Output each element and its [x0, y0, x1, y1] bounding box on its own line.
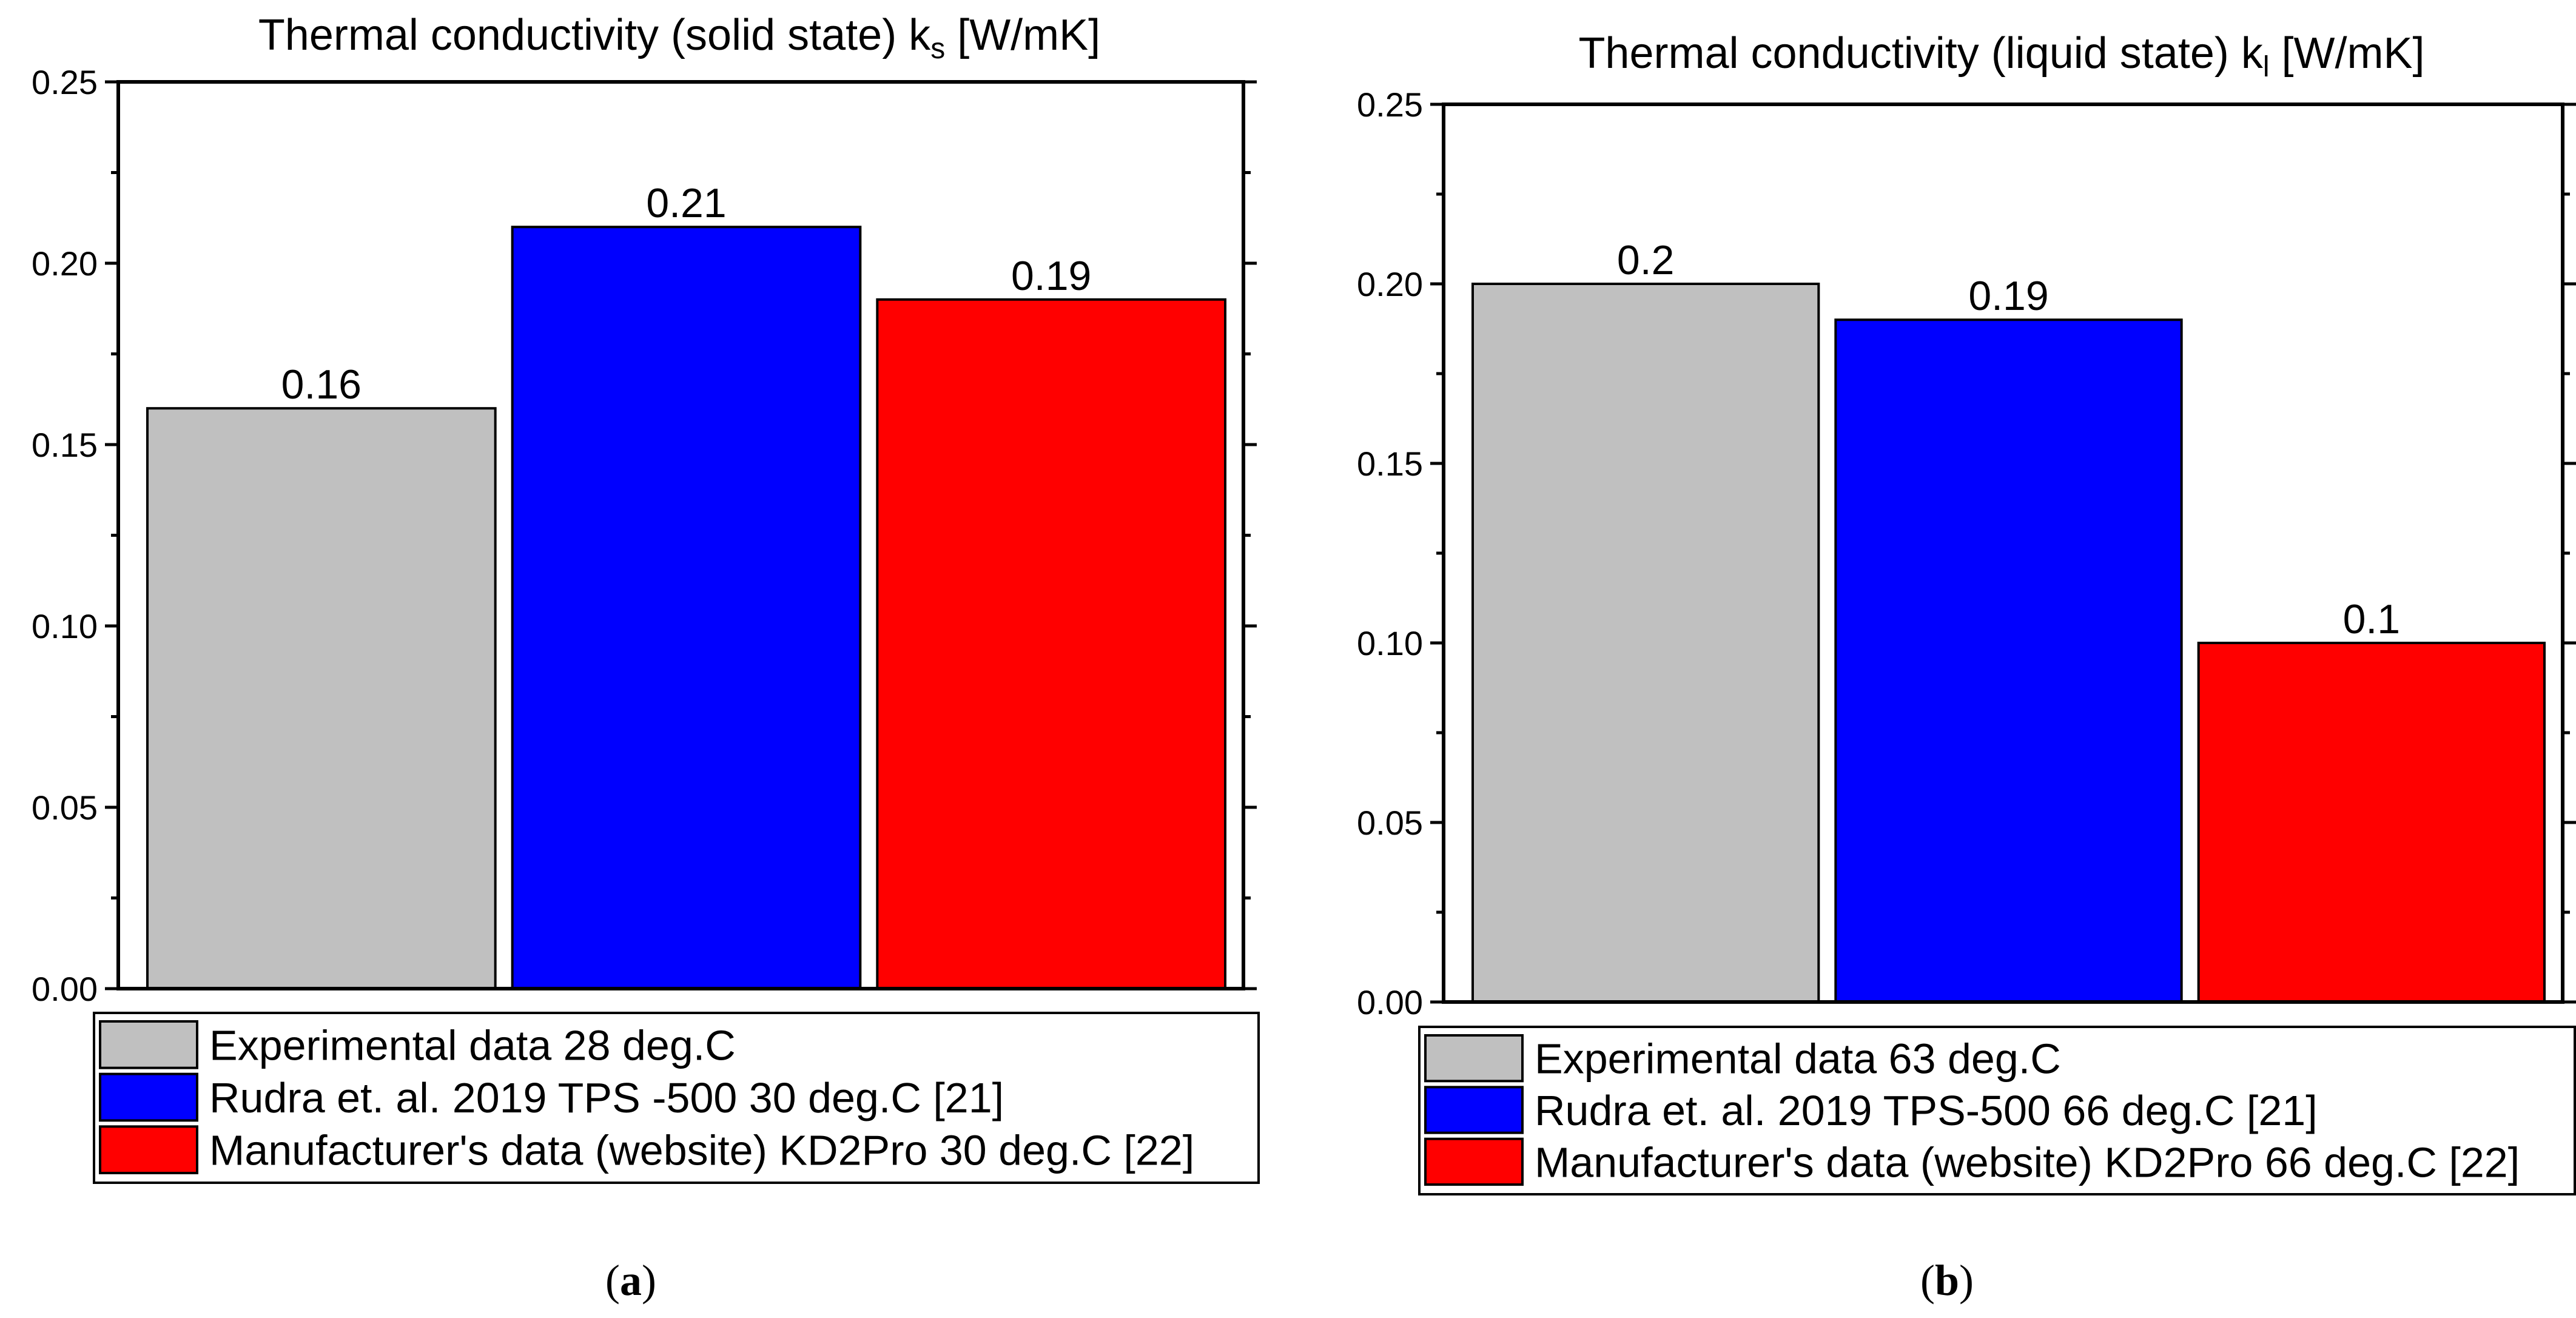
- y-tick-label: 0.05: [32, 788, 98, 827]
- y-tick-label: 0.10: [32, 607, 98, 645]
- legend-swatch-3: [1424, 1137, 1524, 1186]
- legend-box: [93, 1012, 1260, 1184]
- y-tick-label: 0.00: [1357, 983, 1423, 1021]
- data-label-1: 0.16: [281, 361, 362, 408]
- legend-swatch-2: [1424, 1086, 1524, 1134]
- bar-3: [2197, 642, 2546, 1003]
- data-label-3: 0.1: [2343, 596, 2401, 642]
- legend-label-3: Manufacturer's data (website) KD2Pro 30 …: [209, 1127, 1194, 1174]
- data-label-2: 0.21: [646, 180, 726, 226]
- chart-panel-a: Thermal conductivity (solid state) ks [W…: [32, 11, 1260, 1305]
- bar-2: [511, 226, 862, 990]
- bar-3: [876, 298, 1227, 990]
- y-tick-label: 0.05: [1357, 804, 1423, 842]
- chart-title: Thermal conductivity (liquid state) kl […: [1578, 29, 2424, 83]
- bar-1: [1471, 283, 1820, 1003]
- legend-label-2: Rudra et. al. 2019 TPS-500 66 deg.C [21]: [1535, 1087, 2318, 1134]
- y-tick-label: 0.25: [1357, 86, 1423, 124]
- legend-box: [1418, 1026, 2576, 1195]
- chart-title: Thermal conductivity (solid state) ks [W…: [258, 11, 1100, 65]
- data-label-1: 0.2: [1617, 237, 1675, 283]
- y-tick-label: 0.10: [1357, 624, 1423, 662]
- y-tick-label: 0.15: [1357, 445, 1423, 483]
- legend-label-3: Manufacturer's data (website) KD2Pro 66 …: [1535, 1138, 2520, 1186]
- y-tick-label: 0.20: [1357, 265, 1423, 303]
- panel-caption: (b): [1920, 1256, 1974, 1305]
- legend-label-1: Experimental data 28 deg.C: [209, 1021, 736, 1069]
- data-label-3: 0.19: [1011, 253, 1091, 299]
- y-tick-label: 0.20: [32, 244, 98, 283]
- legend-swatch-1: [99, 1020, 198, 1069]
- legend-label-2: Rudra et. al. 2019 TPS -500 30 deg.C [21…: [209, 1074, 1004, 1121]
- y-tick-label: 0.15: [32, 426, 98, 464]
- legend-label-1: Experimental data 63 deg.C: [1535, 1035, 2061, 1083]
- legend-swatch-2: [99, 1072, 198, 1122]
- legend-swatch-1: [1424, 1034, 1524, 1083]
- legend: Experimental data 28 deg.C Rudra et. al. …: [93, 1012, 1260, 1184]
- chart-panel-b: Thermal conductivity (liquid state) kl […: [1357, 29, 2576, 1305]
- bar-2: [1834, 318, 2183, 1004]
- y-tick-label: 0.25: [32, 63, 98, 101]
- data-label-2: 0.19: [1968, 273, 2048, 319]
- panel-caption: (a): [605, 1256, 656, 1305]
- legend-swatch-3: [99, 1125, 198, 1175]
- y-tick-label: 0.00: [32, 970, 98, 1008]
- bar-1: [146, 407, 497, 990]
